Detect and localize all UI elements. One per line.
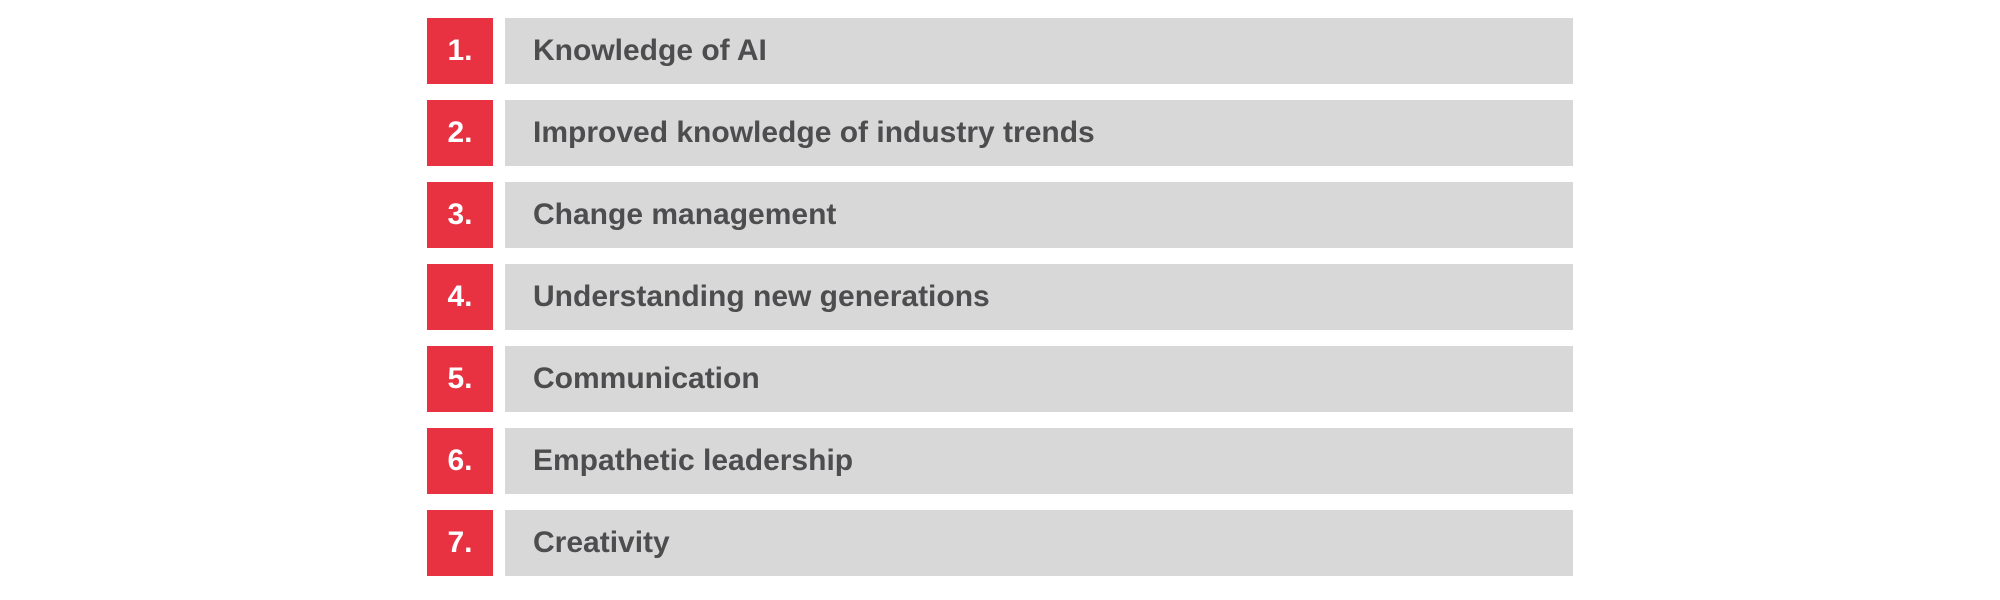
list-label: Knowledge of AI — [533, 34, 767, 68]
list-label-box: Communication — [505, 346, 1573, 412]
list-label-box: Improved knowledge of industry trends — [505, 100, 1573, 166]
list-number-box: 4. — [427, 264, 493, 330]
list-label-box: Empathetic leadership — [505, 428, 1573, 494]
list-number: 1. — [447, 34, 472, 68]
list-number-box: 7. — [427, 510, 493, 576]
list-item: 1. Knowledge of AI — [427, 18, 1573, 84]
list-item: 3. Change management — [427, 182, 1573, 248]
list-item: 6. Empathetic leadership — [427, 428, 1573, 494]
list-number: 7. — [447, 526, 472, 560]
list-label-box: Change management — [505, 182, 1573, 248]
list-number-box: 3. — [427, 182, 493, 248]
list-label-box: Understanding new generations — [505, 264, 1573, 330]
list-label: Understanding new generations — [533, 280, 990, 314]
list-number: 5. — [447, 362, 472, 396]
list-number: 6. — [447, 444, 472, 478]
list-label: Creativity — [533, 526, 670, 560]
list-number: 4. — [447, 280, 472, 314]
list-item: 4. Understanding new generations — [427, 264, 1573, 330]
list-number: 3. — [447, 198, 472, 232]
numbered-list: 1. Knowledge of AI 2. Improved knowledge… — [427, 18, 1573, 576]
list-item: 2. Improved knowledge of industry trends — [427, 100, 1573, 166]
list-label-box: Knowledge of AI — [505, 18, 1573, 84]
list-item: 7. Creativity — [427, 510, 1573, 576]
list-number-box: 2. — [427, 100, 493, 166]
list-label: Change management — [533, 198, 836, 232]
list-number-box: 5. — [427, 346, 493, 412]
list-label-box: Creativity — [505, 510, 1573, 576]
list-label: Communication — [533, 362, 760, 396]
list-label: Empathetic leadership — [533, 444, 853, 478]
list-number-box: 6. — [427, 428, 493, 494]
list-item: 5. Communication — [427, 346, 1573, 412]
list-number: 2. — [447, 116, 472, 150]
list-number-box: 1. — [427, 18, 493, 84]
list-label: Improved knowledge of industry trends — [533, 116, 1095, 150]
